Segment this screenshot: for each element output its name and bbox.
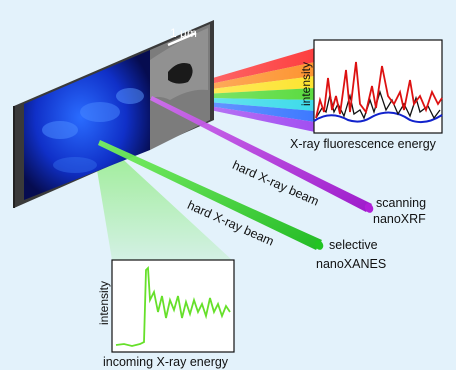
selective-label: selective [329,238,378,252]
nanoxanes-label: nanoXANES [316,257,387,271]
xrf-blue-baseline [313,111,443,124]
xrf-xlabel: X-ray fluorescence energy [290,137,436,151]
xanes-ylabel: intensity [97,280,112,326]
xrf-plot [313,39,443,134]
scale-bar-label: 1 µm [170,26,197,40]
scanning-label: scanning [376,196,427,210]
xanes-plot [111,259,235,353]
xanes-xlabel: incoming X-ray energy [103,355,229,369]
scale-bar [167,31,197,47]
xrf-red-spectrum [315,61,443,119]
purple-beam [150,96,372,212]
green-beam [98,140,322,250]
xrf-ylabel: intensity [299,61,314,107]
nanoxrf-label: nanoXRF [373,212,426,226]
incoming-beam-cone [92,140,232,260]
xanes-spectrum [115,265,231,347]
